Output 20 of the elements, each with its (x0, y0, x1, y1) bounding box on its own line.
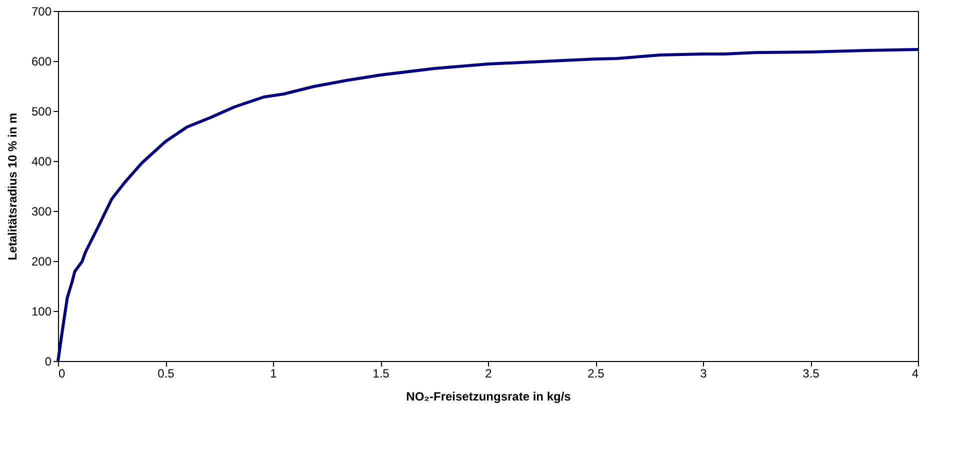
x-tick-label: 2 (485, 366, 492, 380)
y-tick-label: 500 (31, 104, 52, 118)
x-tick-label: 3 (700, 366, 708, 380)
y-tick-label: 0 (44, 354, 52, 368)
y-tick-label: 300 (31, 204, 52, 218)
y-tick-label: 200 (31, 254, 52, 268)
y-tick-label: 600 (31, 54, 52, 68)
x-tick-label: 2.5 (588, 366, 605, 380)
y-tick-label: 100 (31, 304, 52, 318)
x-tick-label: 3.5 (802, 366, 820, 380)
y-tick-label: 700 (31, 4, 52, 18)
x-axis-title: NO₂-Freisetzungsrate in kg/s (406, 390, 572, 404)
x-tick-label: 4 (912, 366, 919, 380)
y-tick-label: 400 (31, 154, 52, 168)
x-tick-label: 1.5 (372, 366, 390, 380)
y-axis-title: Letalitätsradius 10 % in m (5, 112, 20, 260)
line-series (56, 48, 920, 362)
x-tick-label: 1 (270, 366, 278, 380)
x-tick-label: 0.5 (158, 366, 175, 380)
x-tick-label: 0 (58, 366, 66, 380)
